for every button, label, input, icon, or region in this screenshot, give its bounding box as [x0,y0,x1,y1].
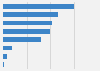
Bar [3,62,4,67]
Bar [3,37,41,42]
Bar [3,54,7,59]
Bar [3,46,12,50]
Bar [3,21,52,25]
Bar [3,12,57,17]
Bar [3,4,74,9]
Bar [3,29,50,34]
